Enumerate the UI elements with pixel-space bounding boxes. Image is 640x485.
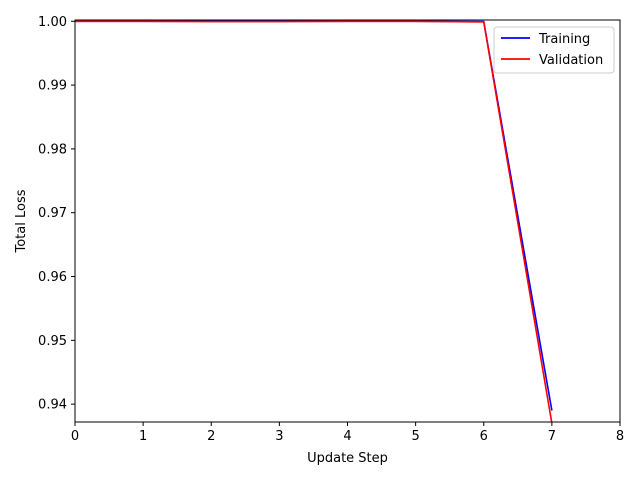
- series-line-validation: [75, 20, 553, 422]
- y-tick-label: 0.94: [38, 398, 67, 413]
- y-tick-label: 0.98: [38, 142, 67, 157]
- x-tick-label: 7: [548, 429, 556, 444]
- legend-label-validation: Validation: [539, 53, 603, 68]
- x-tick-label: 2: [207, 429, 215, 444]
- plot-frame: [74, 19, 621, 423]
- y-tick-label: 0.95: [38, 334, 67, 349]
- x-tick-label: 8: [616, 429, 624, 444]
- y-tick-label: 0.99: [38, 79, 67, 94]
- x-tick-label: 5: [411, 429, 419, 444]
- x-axis-label: Update Step: [307, 451, 388, 466]
- series-line-training: [75, 20, 553, 411]
- x-tick-label: 1: [139, 429, 147, 444]
- legend: Training Validation: [493, 26, 615, 74]
- y-axis-ticks: 0.94 0.95 0.96 0.97 0.98 0.99 1.00: [38, 15, 75, 413]
- y-axis-label: Total Loss: [14, 189, 29, 253]
- legend-label-training: Training: [538, 32, 590, 47]
- y-tick-label: 0.97: [38, 206, 67, 221]
- x-axis-ticks: 0 1 2 3 4 5 6 7 8: [71, 422, 624, 444]
- series-layer: [75, 20, 553, 422]
- x-tick-label: 4: [343, 429, 351, 444]
- x-tick-label: 0: [71, 429, 79, 444]
- x-tick-label: 6: [480, 429, 488, 444]
- x-tick-label: 3: [275, 429, 283, 444]
- y-tick-label: 0.96: [38, 270, 67, 285]
- y-tick-label: 1.00: [38, 15, 67, 30]
